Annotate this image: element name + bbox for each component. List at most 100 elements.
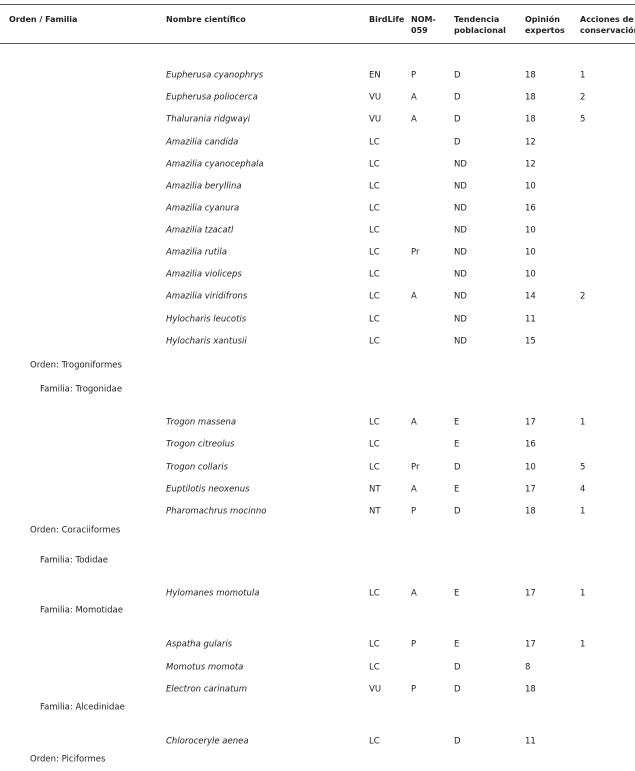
conservation-actions: 1 — [580, 639, 586, 650]
expert-opinion: 11 — [525, 736, 536, 747]
column-header: BirdLife — [369, 15, 405, 24]
birdlife-status: LC — [369, 314, 380, 325]
birdlife-status: LC — [369, 181, 380, 192]
column-header: NOM-059 — [411, 15, 436, 35]
conservation-actions: 4 — [580, 484, 586, 495]
population-trend: ND — [454, 247, 467, 258]
population-trend: D — [454, 92, 461, 103]
column-header: Nombre científico — [166, 15, 246, 24]
species-name: Momotus momota — [166, 662, 244, 673]
population-trend: ND — [454, 336, 467, 347]
species-name: Amazilia viridifrons — [166, 291, 248, 302]
species-name: Trogon citreolus — [166, 439, 235, 450]
birdlife-status: LC — [369, 417, 380, 428]
species-name: Eupherusa poliocerca — [166, 92, 258, 103]
birdlife-status: LC — [369, 336, 380, 347]
expert-opinion: 17 — [525, 588, 536, 599]
nom-059-status: P — [411, 70, 417, 81]
conservation-actions: 1 — [580, 417, 586, 428]
species-name: Amazilia cyanura — [166, 203, 240, 214]
species-name: Amazilia cyanocephala — [166, 159, 264, 170]
population-trend: D — [454, 137, 461, 148]
population-trend: E — [454, 417, 460, 428]
species-name: Hylomanes momotula — [166, 588, 260, 599]
population-trend: D — [454, 462, 461, 473]
species-name: Trogon massena — [166, 417, 237, 428]
expert-opinion: 18 — [525, 92, 536, 103]
population-trend: E — [454, 588, 460, 599]
conservation-actions: 2 — [580, 92, 586, 103]
family-label: Familia: Todidae — [40, 555, 108, 566]
expert-opinion: 10 — [525, 247, 536, 258]
population-trend: ND — [454, 181, 467, 192]
conservation-actions: 2 — [580, 291, 586, 302]
top-rule — [0, 4, 635, 5]
expert-opinion: 16 — [525, 439, 536, 450]
birdlife-status: LC — [369, 736, 380, 747]
species-name: Electron carinatum — [166, 684, 248, 695]
order-label: Orden: Piciformes — [30, 754, 106, 765]
expert-opinion: 15 — [525, 336, 536, 347]
birdlife-status: LC — [369, 203, 380, 214]
population-trend: D — [454, 114, 461, 125]
birdlife-status: LC — [369, 462, 380, 473]
nom-059-status: A — [411, 291, 417, 302]
population-trend: D — [454, 736, 461, 747]
nom-059-status: A — [411, 484, 417, 495]
population-trend: E — [454, 484, 460, 495]
expert-opinion: 18 — [525, 70, 536, 81]
column-header: Orden / Familia — [9, 15, 78, 24]
expert-opinion: 18 — [525, 684, 536, 695]
species-name: Euptilotis neoxenus — [166, 484, 250, 495]
family-label: Familia: Momotidae — [40, 605, 123, 616]
population-trend: ND — [454, 291, 467, 302]
birdlife-status: LC — [369, 291, 380, 302]
expert-opinion: 10 — [525, 462, 536, 473]
birdlife-status: EN — [369, 70, 381, 81]
birdlife-status: VU — [369, 684, 382, 695]
birdlife-status: LC — [369, 662, 380, 673]
expert-opinion: 12 — [525, 159, 536, 170]
conservation-actions: 1 — [580, 506, 586, 517]
birdlife-status: VU — [369, 92, 382, 103]
species-name: Trogon collaris — [166, 462, 229, 473]
conservation-actions: 1 — [580, 588, 586, 599]
nom-059-status: A — [411, 417, 417, 428]
population-trend: ND — [454, 203, 467, 214]
order-label: Orden: Trogoniformes — [30, 360, 122, 371]
population-trend: D — [454, 506, 461, 517]
nom-059-status: A — [411, 114, 417, 125]
family-label: Familia: Alcedinidae — [40, 702, 125, 713]
birdlife-status: LC — [369, 269, 380, 280]
birdlife-status: LC — [369, 639, 380, 650]
population-trend: D — [454, 70, 461, 81]
population-trend: ND — [454, 269, 467, 280]
population-trend: ND — [454, 314, 467, 325]
nom-059-status: A — [411, 92, 417, 103]
birdlife-status: LC — [369, 137, 380, 148]
nom-059-status: Pr — [411, 462, 420, 473]
species-name: Pharomachrus mocinno — [166, 506, 267, 517]
species-name: Amazilia beryllina — [166, 181, 242, 192]
nom-059-status: P — [411, 639, 417, 650]
expert-opinion: 18 — [525, 114, 536, 125]
expert-opinion: 10 — [525, 225, 536, 236]
species-name: Chloroceryle aenea — [166, 736, 249, 747]
conservation-actions: 5 — [580, 462, 586, 473]
species-name: Amazilia rutila — [166, 247, 227, 258]
order-label: Orden: Coraciiformes — [30, 525, 121, 536]
nom-059-status: P — [411, 506, 417, 517]
header-rule — [0, 43, 635, 44]
nom-059-status: A — [411, 588, 417, 599]
population-trend: D — [454, 684, 461, 695]
birdlife-status: NT — [369, 506, 381, 517]
birdlife-status: LC — [369, 588, 380, 599]
species-name: Thalurania ridgwayi — [166, 114, 251, 125]
column-header: Opinión expertos — [525, 15, 565, 35]
species-name: Aspatha gularis — [166, 639, 233, 650]
population-trend: E — [454, 439, 460, 450]
birdlife-status: VU — [369, 114, 382, 125]
population-trend: D — [454, 662, 461, 673]
birdlife-status: NT — [369, 484, 381, 495]
